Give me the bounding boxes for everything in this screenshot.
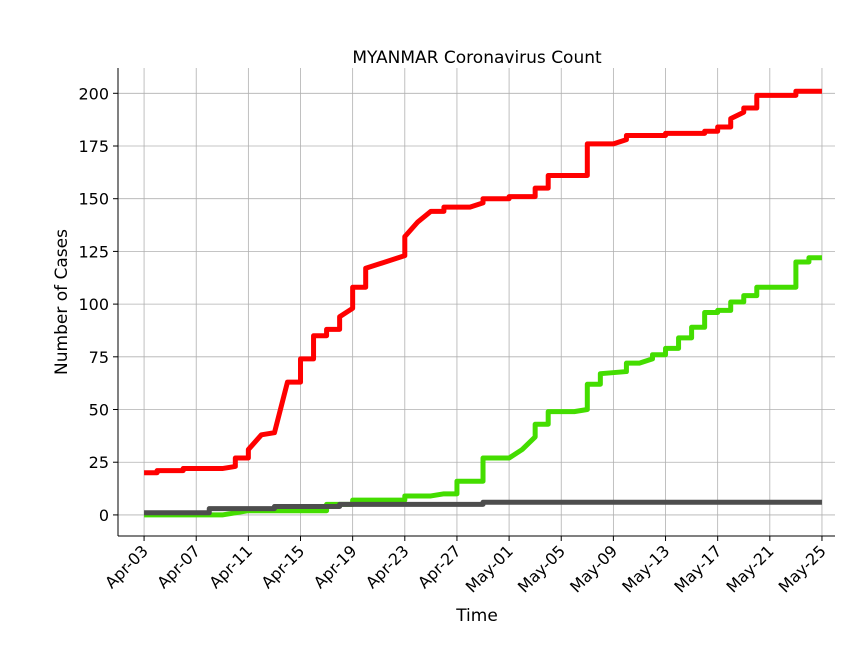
x-tick-label: Apr-27 bbox=[414, 541, 465, 592]
series-lines bbox=[144, 88, 822, 518]
green-series-line bbox=[144, 255, 822, 518]
x-tick-label: May-05 bbox=[514, 541, 569, 596]
grid-lines bbox=[118, 68, 835, 536]
x-tick-label: May-17 bbox=[670, 541, 725, 596]
y-tick-label: 50 bbox=[89, 401, 109, 420]
x-tick-label: May-13 bbox=[618, 541, 673, 596]
y-tick-label: 75 bbox=[89, 348, 109, 367]
chart-title: MYANMAR Coronavirus Count bbox=[352, 48, 602, 68]
y-tick-label: 25 bbox=[89, 453, 109, 472]
y-tick-label: 0 bbox=[99, 506, 109, 525]
y-tick-label: 125 bbox=[78, 242, 109, 261]
x-tick-label: May-01 bbox=[462, 541, 517, 596]
x-tick-label: Apr-07 bbox=[153, 541, 204, 592]
y-tick-label: 200 bbox=[78, 84, 109, 103]
y-axis-label: Number of Cases bbox=[52, 229, 72, 375]
y-tick-label: 175 bbox=[78, 137, 109, 156]
gray-series-line bbox=[144, 499, 822, 516]
x-tick-label: Apr-11 bbox=[205, 541, 256, 592]
x-axis-label: Time bbox=[455, 606, 498, 626]
x-tick-label: May-21 bbox=[723, 541, 778, 596]
y-tick-label: 100 bbox=[78, 295, 109, 314]
y-tick-label: 150 bbox=[78, 190, 109, 209]
x-tick-label: Apr-19 bbox=[310, 541, 361, 592]
red-series-line bbox=[144, 88, 822, 476]
x-tick-label: May-25 bbox=[775, 541, 830, 596]
x-tick-label: Apr-03 bbox=[101, 541, 152, 592]
x-tick-label: May-09 bbox=[566, 541, 621, 596]
x-tick-label: Apr-15 bbox=[258, 541, 309, 592]
x-tick-label: Apr-23 bbox=[362, 541, 413, 592]
ticks: Apr-03 Apr-07 Apr-11 Apr-15 Apr-19 Apr-23 Apr-… bbox=[78, 84, 829, 596]
